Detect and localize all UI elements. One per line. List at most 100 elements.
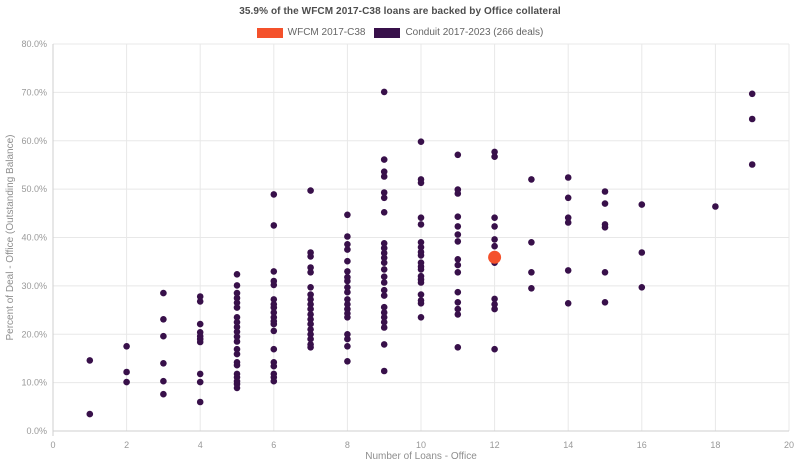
conduit-data-point[interactable]	[307, 269, 314, 276]
conduit-data-point[interactable]	[344, 284, 351, 291]
conduit-data-point[interactable]	[307, 296, 314, 303]
conduit-data-point[interactable]	[233, 282, 241, 289]
conduit-data-point[interactable]	[307, 316, 314, 323]
conduit-data-point[interactable]	[417, 279, 425, 286]
conduit-data-point[interactable]	[528, 239, 535, 246]
conduit-data-point[interactable]	[491, 223, 498, 230]
conduit-data-point[interactable]	[160, 377, 167, 385]
conduit-data-point[interactable]	[307, 344, 314, 351]
conduit-data-point[interactable]	[344, 233, 351, 240]
conduit-data-point[interactable]	[344, 343, 351, 350]
conduit-data-point[interactable]	[344, 335, 351, 343]
conduit-data-point[interactable]	[307, 264, 314, 271]
conduit-data-point[interactable]	[307, 335, 314, 343]
conduit-data-point[interactable]	[454, 269, 462, 276]
conduit-data-point[interactable]	[344, 296, 351, 303]
conduit-data-point[interactable]	[270, 281, 278, 289]
conduit-data-point[interactable]	[454, 238, 462, 245]
conduit-data-point[interactable]	[160, 332, 167, 340]
conduit-data-point[interactable]	[638, 201, 646, 208]
conduit-data-point[interactable]	[344, 268, 351, 275]
conduit-data-point[interactable]	[380, 367, 388, 375]
conduit-data-point[interactable]	[233, 333, 241, 341]
conduit-data-point[interactable]	[380, 303, 388, 311]
conduit-data-point[interactable]	[344, 241, 351, 248]
conduit-data-point[interactable]	[454, 344, 462, 351]
conduit-data-point[interactable]	[196, 378, 204, 386]
conduit-data-point[interactable]	[601, 299, 609, 306]
conduit-data-point[interactable]	[380, 156, 388, 163]
conduit-data-point[interactable]	[86, 357, 94, 364]
conduit-data-point[interactable]	[564, 174, 572, 181]
conduit-data-point[interactable]	[380, 249, 388, 257]
conduit-data-point[interactable]	[307, 291, 314, 298]
conduit-data-point[interactable]	[601, 188, 609, 195]
conduit-data-point[interactable]	[270, 309, 278, 316]
conduit-data-point[interactable]	[270, 327, 278, 335]
conduit-data-point[interactable]	[344, 358, 351, 365]
conduit-data-point[interactable]	[380, 314, 388, 321]
conduit-data-point[interactable]	[712, 203, 719, 210]
conduit-data-point[interactable]	[491, 242, 498, 250]
conduit-data-point[interactable]	[344, 301, 351, 308]
conduit-data-point[interactable]	[160, 390, 167, 398]
conduit-data-point[interactable]	[344, 246, 351, 253]
conduit-data-point[interactable]	[454, 231, 462, 238]
legend-item-conduit[interactable]: Conduit 2017-2023 (266 deals)	[374, 27, 543, 38]
conduit-data-point[interactable]	[454, 299, 462, 306]
conduit-data-point[interactable]	[233, 338, 241, 345]
conduit-data-point[interactable]	[564, 219, 572, 226]
conduit-data-point[interactable]	[417, 243, 425, 251]
conduit-data-point[interactable]	[196, 298, 204, 305]
conduit-data-point[interactable]	[307, 187, 314, 194]
conduit-data-point[interactable]	[564, 300, 572, 307]
conduit-data-point[interactable]	[270, 377, 278, 385]
conduit-data-point[interactable]	[601, 200, 609, 207]
conduit-data-point[interactable]	[344, 288, 351, 296]
conduit-data-point[interactable]	[454, 261, 462, 269]
conduit-data-point[interactable]	[454, 305, 462, 313]
conduit-data-point[interactable]	[380, 173, 388, 180]
conduit-data-point[interactable]	[270, 362, 278, 370]
conduit-data-point[interactable]	[417, 314, 425, 321]
conduit-data-point[interactable]	[270, 304, 278, 311]
conduit-data-point[interactable]	[601, 224, 609, 231]
conduit-data-point[interactable]	[638, 249, 646, 256]
conduit-data-point[interactable]	[270, 296, 278, 303]
conduit-data-point[interactable]	[380, 244, 388, 252]
conduit-data-point[interactable]	[417, 221, 425, 228]
conduit-data-point[interactable]	[344, 314, 351, 321]
conduit-data-point[interactable]	[491, 148, 498, 156]
conduit-data-point[interactable]	[417, 252, 425, 259]
conduit-data-point[interactable]	[233, 384, 241, 392]
conduit-data-point[interactable]	[380, 254, 388, 262]
wfcm-data-point[interactable]	[488, 250, 502, 264]
conduit-data-point[interactable]	[233, 289, 241, 297]
conduit-data-point[interactable]	[160, 316, 167, 323]
conduit-data-point[interactable]	[380, 88, 388, 96]
conduit-data-point[interactable]	[270, 268, 278, 275]
conduit-data-point[interactable]	[86, 410, 94, 418]
conduit-data-point[interactable]	[528, 176, 535, 183]
conduit-data-point[interactable]	[491, 295, 498, 303]
conduit-data-point[interactable]	[307, 301, 314, 308]
conduit-data-point[interactable]	[417, 291, 425, 298]
conduit-data-point[interactable]	[417, 214, 425, 221]
conduit-data-point[interactable]	[233, 361, 241, 369]
conduit-data-point[interactable]	[196, 398, 204, 406]
conduit-data-point[interactable]	[454, 223, 462, 230]
conduit-data-point[interactable]	[601, 269, 609, 276]
conduit-data-point[interactable]	[491, 305, 498, 313]
conduit-data-point[interactable]	[233, 318, 241, 326]
conduit-data-point[interactable]	[233, 304, 241, 311]
conduit-data-point[interactable]	[233, 271, 241, 278]
conduit-data-point[interactable]	[380, 341, 388, 348]
conduit-data-point[interactable]	[748, 161, 756, 168]
conduit-data-point[interactable]	[233, 328, 241, 336]
conduit-data-point[interactable]	[196, 320, 204, 328]
conduit-data-point[interactable]	[748, 90, 756, 98]
conduit-data-point[interactable]	[454, 311, 462, 318]
conduit-data-point[interactable]	[380, 292, 388, 299]
conduit-data-point[interactable]	[417, 138, 425, 145]
conduit-data-point[interactable]	[380, 259, 388, 267]
